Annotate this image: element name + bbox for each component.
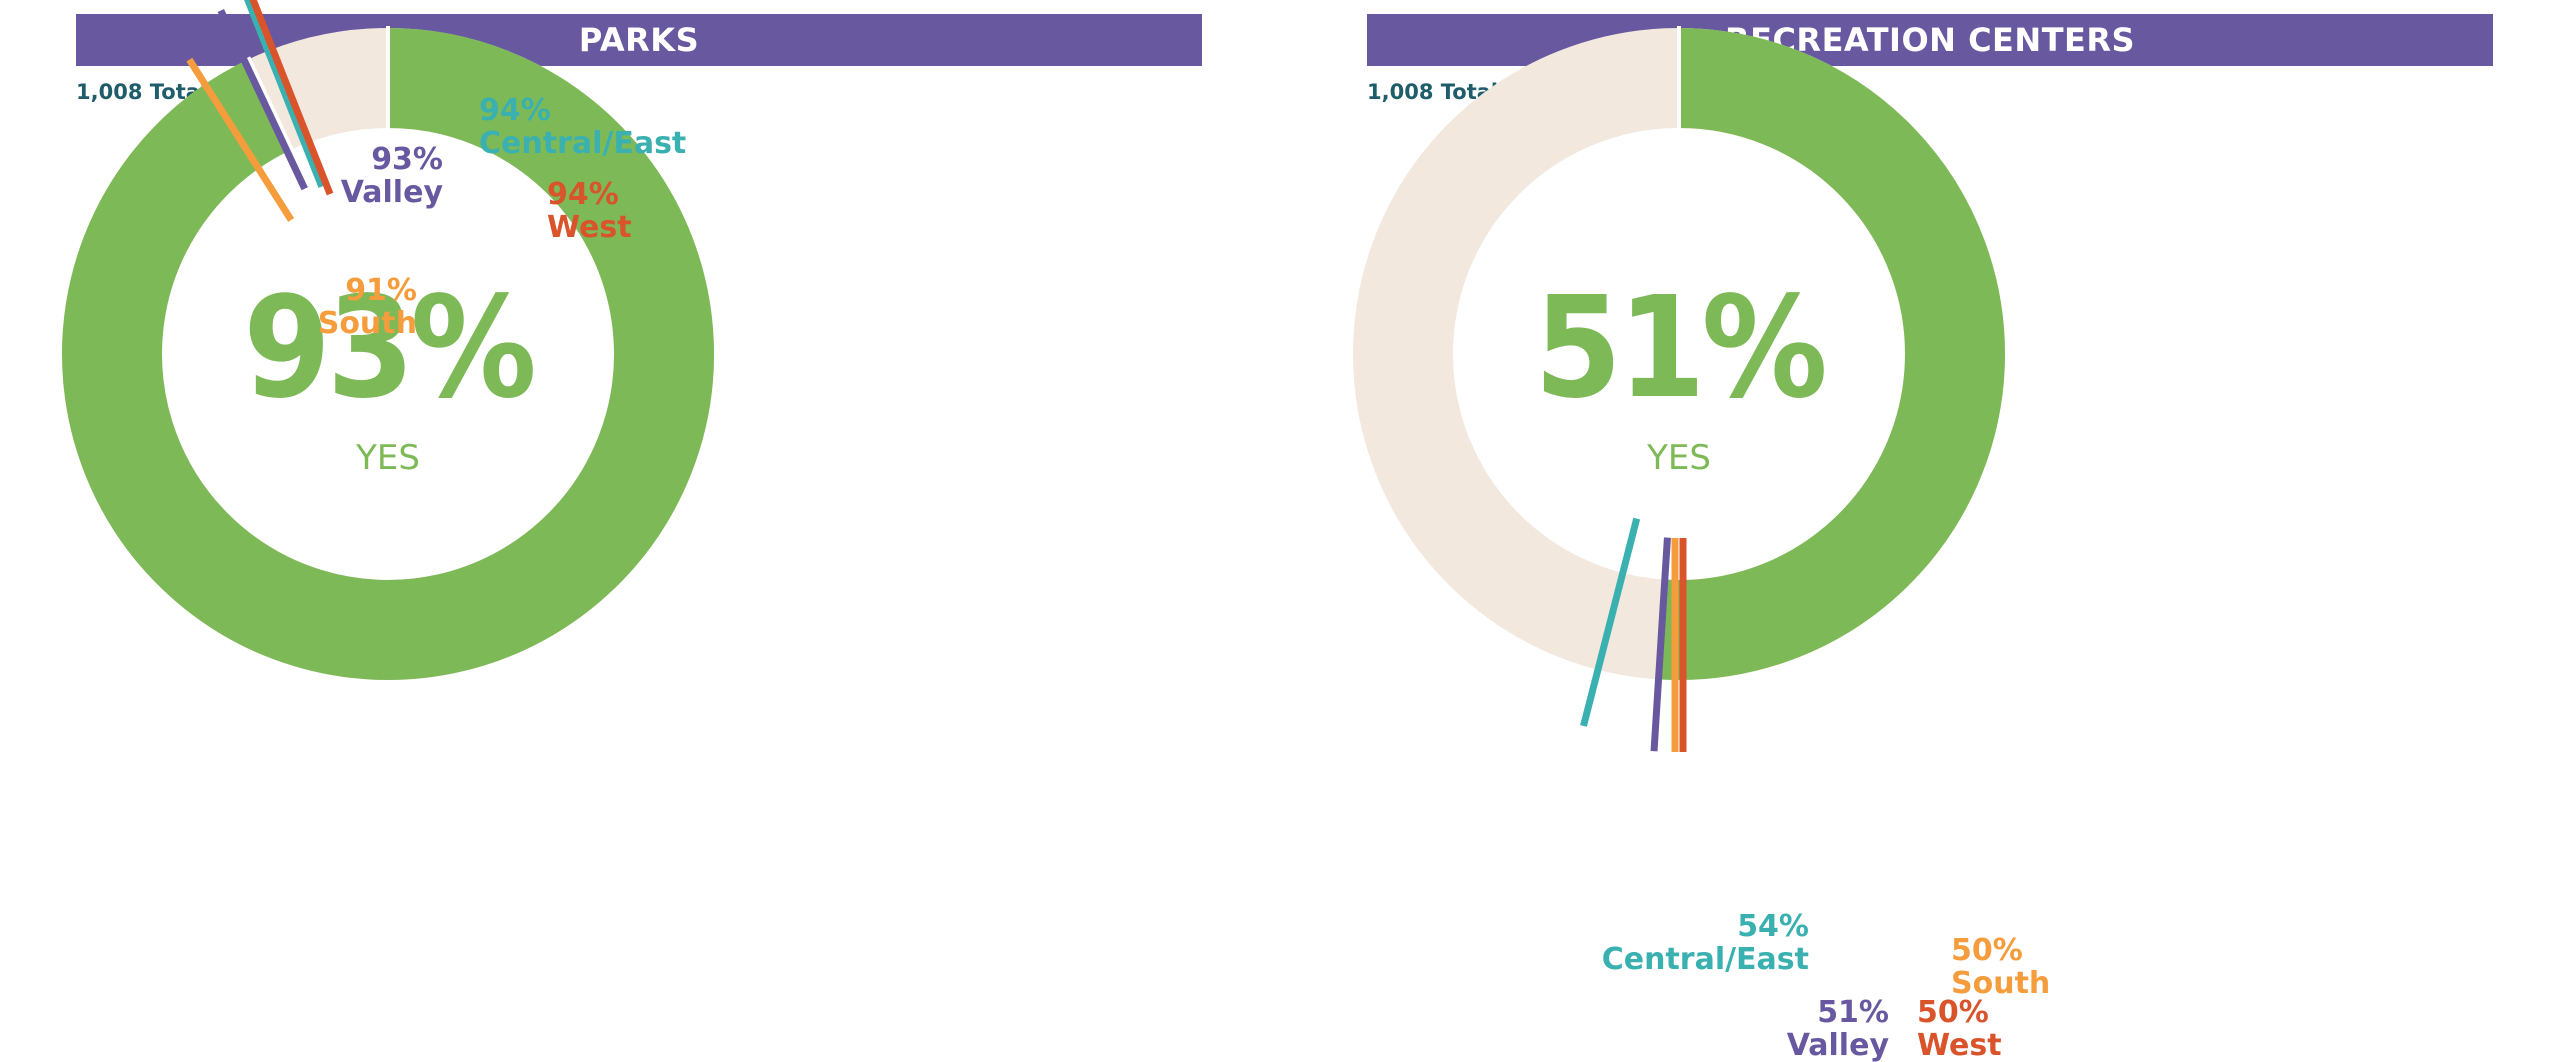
- recreation-centers-label-central-east-name: Central/East: [1602, 942, 1809, 977]
- parks-center-value: 93%: [243, 267, 533, 430]
- parks-marker-valley: [217, 8, 308, 191]
- parks-label-valley: 93% Valley: [341, 142, 444, 210]
- recreation-centers-center-label: YES: [1646, 438, 1711, 478]
- recreation-centers-center-value: 51%: [1534, 267, 1824, 430]
- parks-label-central-east-name: Central/East: [479, 126, 686, 161]
- parks-label-valley-value: 93%: [371, 142, 443, 177]
- recreation-centers-label-valley-name: Valley: [1787, 1028, 1890, 1062]
- parks-yes-segment: [62, 28, 714, 680]
- parks-label-central-east: 94% Central/East: [479, 93, 686, 161]
- recreation-centers-label-west-name: West: [1917, 1028, 2002, 1062]
- parks-label-valley-name: Valley: [341, 175, 444, 210]
- parks-label-south-name: South: [318, 306, 417, 341]
- recreation-centers-label-west-value: 50%: [1917, 995, 1989, 1030]
- recreation-centers-panel: RECREATION CENTERS 1,008 Total Responden…: [1353, 14, 2493, 1062]
- recreation-centers-label-central-east: 54% Central/East: [1602, 909, 1809, 977]
- parks-panel: PARKS 1,008 Total Respondents 93% YES 91…: [62, 0, 1202, 1054]
- recreation-centers-label-south-value: 50%: [1951, 933, 2023, 968]
- recreation-centers-label-south: 50% South: [1951, 933, 2050, 1001]
- parks-label-south-value: 91%: [345, 273, 417, 308]
- parks-segment-divider: [246, 56, 295, 153]
- recreation-centers-label-central-east-value: 54%: [1737, 909, 1809, 944]
- recreation-centers-label-west: 50% West: [1917, 995, 2002, 1062]
- parks-label-west: 94% West: [547, 177, 632, 245]
- recreation-centers-yes-segment: [1658, 28, 2005, 680]
- parks-label-south: 91% South: [318, 273, 417, 341]
- recreation-centers-label-valley-value: 51%: [1817, 995, 1889, 1030]
- recreation-centers-marker-central-east: [1580, 517, 1641, 727]
- parks-marker-south: [186, 57, 295, 222]
- parks-label-central-east-value: 94%: [479, 93, 551, 128]
- parks-label-west-value: 94%: [547, 177, 619, 212]
- parks-marker-central-east: [244, 0, 325, 188]
- recreation-centers-label-valley: 51% Valley: [1787, 995, 1890, 1062]
- recreation-centers-label-south-name: South: [1951, 966, 2050, 1001]
- recreation-centers-marker-valley: [1650, 537, 1671, 752]
- parks-marker-west: [249, 0, 334, 196]
- parks-label-west-name: West: [547, 210, 632, 245]
- parks-center-label: YES: [355, 438, 420, 478]
